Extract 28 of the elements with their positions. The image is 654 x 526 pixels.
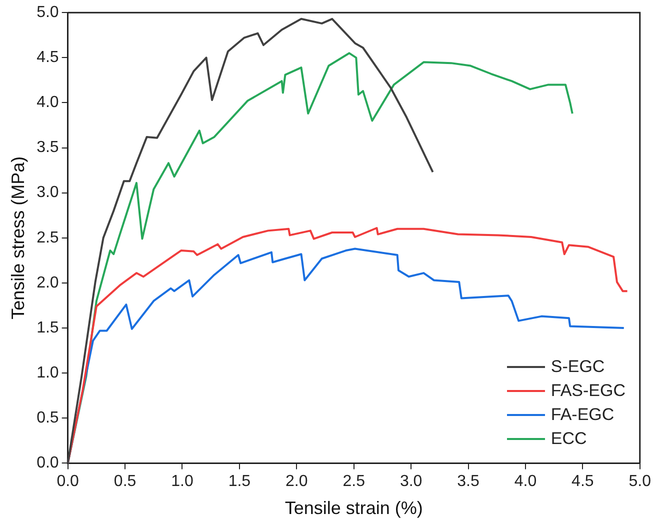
x-tick-label: 0.5 [114, 473, 136, 490]
x-tick-label: 5.0 [628, 473, 652, 490]
x-tick-label: 3.5 [457, 473, 480, 490]
y-tick-label: 4.0 [36, 94, 59, 112]
x-tick-label: 3.0 [400, 473, 422, 490]
y-axis-title: Tensile stress (MPa) [8, 156, 28, 320]
y-tick-label: 2.5 [36, 229, 59, 246]
x-tick-label: 2.0 [286, 473, 308, 490]
y-tick-label: 4.5 [36, 49, 59, 66]
y-tick-label: 1.0 [36, 364, 59, 382]
x-tick-label: 2.5 [342, 473, 366, 490]
legend-label: S-EGC [550, 356, 605, 378]
x-tick-label: 4.5 [572, 473, 594, 490]
y-tick-label: 1.5 [36, 319, 59, 336]
x-axis-title: Tensile strain (%) [284, 498, 423, 518]
x-tick-label: 1.0 [171, 473, 194, 490]
y-tick-label: 0.0 [36, 454, 59, 472]
y-tick-label: 2.0 [36, 274, 59, 292]
legend-label: ECC [550, 428, 587, 450]
legend-label: FAS-EGC [550, 380, 626, 402]
y-tick-label: 0.5 [36, 410, 59, 427]
y-tick-label: 3.0 [36, 184, 59, 202]
legend-label: FA-EGC [550, 404, 614, 426]
y-tick-label: 3.5 [36, 139, 59, 156]
x-tick-label: 0.0 [56, 473, 80, 490]
x-tick-label: 4.0 [514, 473, 537, 490]
y-tick-label: 5.0 [36, 4, 59, 22]
x-tick-label: 1.5 [228, 473, 251, 490]
